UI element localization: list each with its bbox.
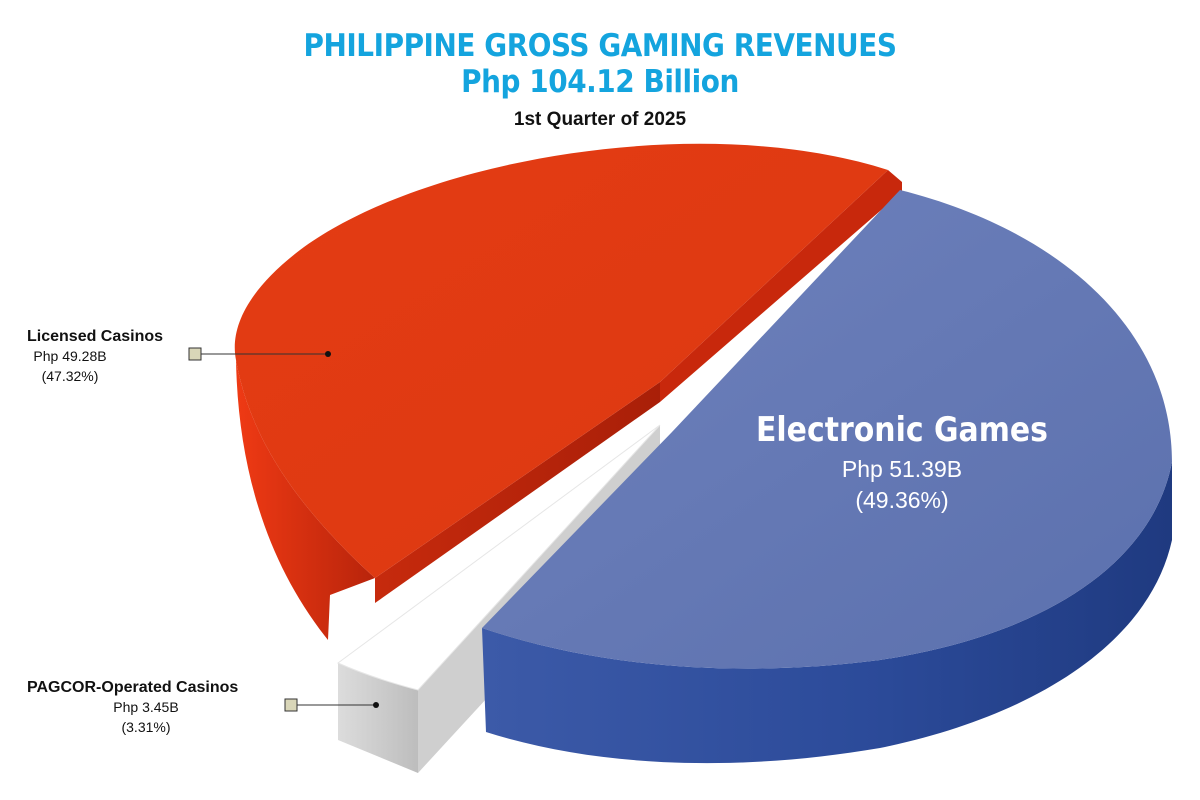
callout-marker-pagcor (284, 698, 298, 712)
chart-total: Php 104.12 Billion (461, 64, 739, 100)
slice-electronic-top (482, 190, 1172, 669)
slice-licensed-edge (660, 170, 902, 402)
callout-marker-licensed (188, 347, 202, 361)
callout-dot-pagcor (373, 702, 379, 708)
slice-electronic-games (482, 190, 1172, 764)
chart-title: PHILIPPINE GROSS GAMING REVENUES (303, 28, 897, 64)
callout-name-pagcor: PAGCOR-Operated Casinos (27, 679, 238, 696)
slice-electronic-side (482, 462, 1172, 764)
callout-dot-licensed (325, 351, 331, 357)
callout-name-licensed: Licensed Casinos (27, 328, 163, 345)
callout-percent-licensed: (47.32%) (42, 368, 99, 384)
slice-label-electronic-games-name: Electronic Games (756, 409, 1048, 449)
callout-percent-pagcor: (3.31%) (121, 719, 170, 735)
chart-subtitle: 1st Quarter of 2025 (513, 109, 687, 130)
slice-licensed-top (234, 143, 889, 578)
slice-label-electronic-games-percent: (49.36%) (855, 487, 948, 513)
slice-licensed-side (236, 360, 375, 640)
slice-label-electronic-games-value: Php 51.39B (842, 456, 962, 482)
callout-value-pagcor: Php 3.45B (113, 699, 178, 715)
slice-pagcor-side (338, 663, 418, 773)
slice-pagcor-top (337, 424, 661, 691)
callout-pagcor-casinos: PAGCOR-Operated Casinos Php 3.45B (3.31%… (27, 679, 379, 735)
callout-value-licensed: Php 49.28B (33, 348, 106, 364)
slice-licensed-wall (375, 382, 660, 603)
slice-licensed-casinos (234, 143, 902, 640)
callout-licensed-casinos: Licensed Casinos Php 49.28B (47.32%) (27, 328, 331, 384)
